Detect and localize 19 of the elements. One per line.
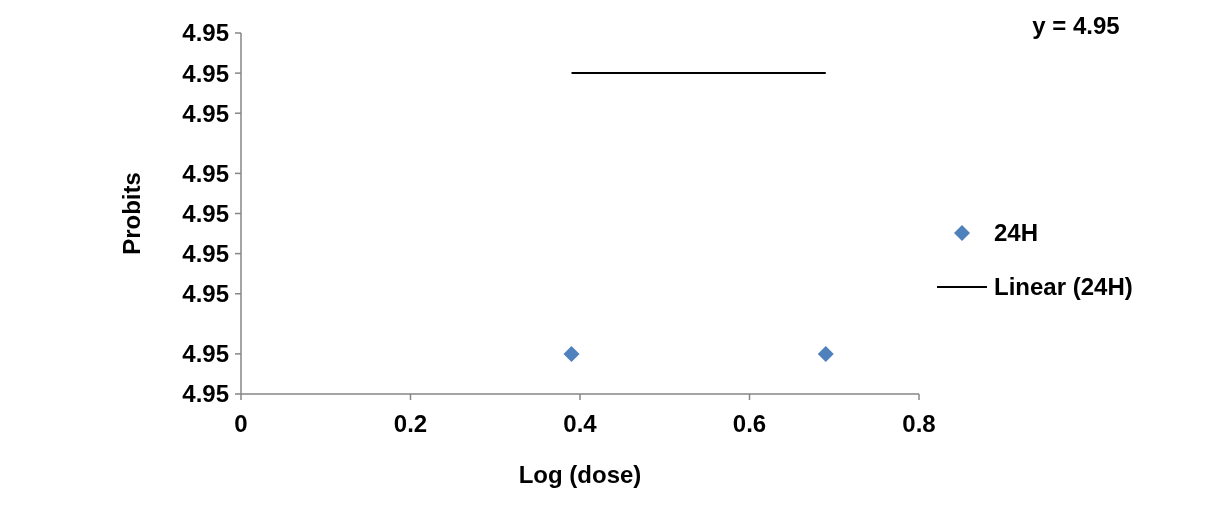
y-tick-label: 4.95 <box>182 340 229 368</box>
x-tick-label: 0 <box>234 410 248 437</box>
y-tick-label: 4.95 <box>182 240 229 268</box>
y-tick-label: 4.95 <box>182 159 229 187</box>
x-tick-label: 0.4 <box>563 410 598 437</box>
x-axis-title: Log (dose) <box>518 461 642 488</box>
legend-label: 24H <box>994 219 1039 247</box>
y-axis-title: Probits <box>118 172 145 255</box>
y-tick-label: 4.95 <box>182 19 229 47</box>
y-tick-label: 4.95 <box>182 199 229 227</box>
x-tick-label: 0.6 <box>732 410 767 437</box>
y-tick-label: 4.95 <box>182 380 229 408</box>
text: y = 4.95 <box>1032 12 1120 40</box>
x-tick-label: 0.2 <box>393 410 428 437</box>
y-tick-label: 4.95 <box>182 59 229 87</box>
legend-label: Linear (24H) <box>994 273 1133 301</box>
y-tick-label: 4.95 <box>182 280 229 308</box>
y-tick-label: 4.95 <box>182 99 229 127</box>
x-tick-label: 0.8 <box>902 410 936 437</box>
